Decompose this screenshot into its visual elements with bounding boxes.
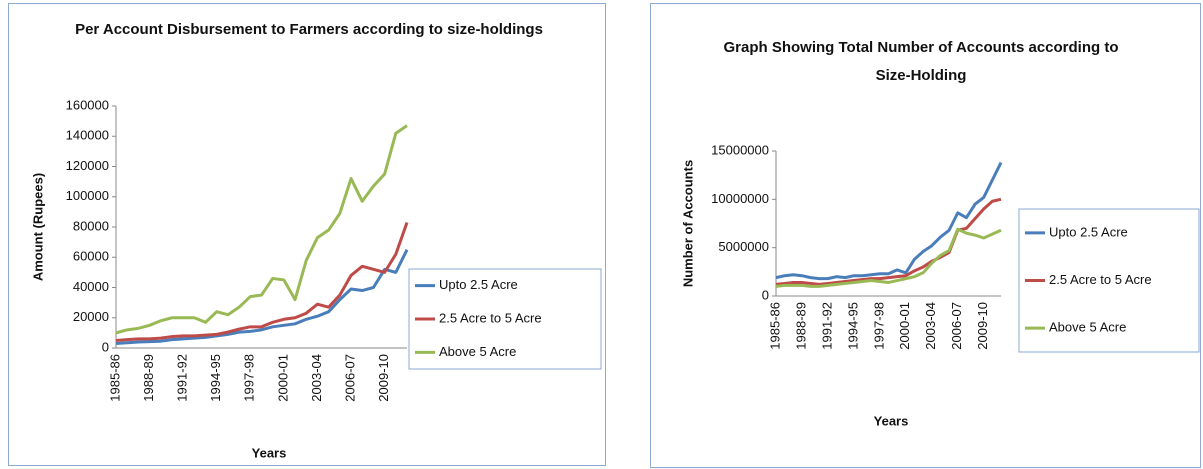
- x-tick-label: 1991-92: [819, 302, 834, 350]
- series-line: [115, 221, 409, 342]
- x-tick-label: 1997-98: [242, 354, 257, 402]
- chart-panel: Per Account Disbursement to Farmers acco…: [8, 3, 606, 466]
- x-tick-label: 2009-10: [975, 302, 990, 350]
- y-axis-label: Number of Accounts: [680, 160, 695, 287]
- x-tick-label: 1994-95: [208, 354, 223, 402]
- y-tick-label: 5000000: [718, 239, 769, 254]
- y-tick-label: 40000: [73, 279, 109, 294]
- legend-label: Upto 2.5 Acre: [1049, 224, 1128, 239]
- legend-label: Above 5 Acre: [439, 344, 516, 359]
- chart-title: Per Account Disbursement to Farmers acco…: [75, 21, 543, 38]
- x-tick-label: 1994-95: [845, 302, 860, 350]
- x-tick-label: 1991-92: [175, 354, 190, 402]
- y-tick-label: 80000: [73, 218, 109, 233]
- x-axis-label: Years: [874, 413, 909, 428]
- series-line: [775, 161, 1003, 281]
- x-tick-label: 1985-86: [767, 302, 782, 350]
- chart-panel: Graph Showing Total Number of Accounts a…: [650, 3, 1201, 468]
- series-line: [775, 227, 1002, 288]
- y-tick-label: 140000: [66, 128, 109, 143]
- chart-title: Graph Showing Total Number of Accounts a…: [723, 39, 1119, 84]
- series-line: [775, 197, 1002, 286]
- y-tick-label: 0: [102, 339, 109, 354]
- x-tick-label: 2003-04: [923, 302, 938, 350]
- y-tick-label: 20000: [73, 309, 109, 324]
- chart: 0 20000 40000 60000 80000 100000 120000 140000 1…: [30, 97, 602, 460]
- x-tick-label: 2000-01: [897, 302, 912, 350]
- legend-box: [1018, 208, 1200, 353]
- y-tick-label: 160000: [66, 97, 109, 112]
- y-tick-label: 0: [762, 287, 769, 302]
- legend-label: 2.5 Acre to 5 Acre: [439, 310, 542, 325]
- x-tick-label: 2000-01: [275, 354, 290, 402]
- legend-box: [408, 268, 602, 370]
- x-tick-label: 1985-86: [107, 354, 122, 402]
- legend-label: 2.5 Acre to 5 Acre: [1049, 272, 1152, 287]
- y-tick-label: 120000: [66, 158, 109, 173]
- y-tick-label: 60000: [73, 249, 109, 264]
- x-tick-label: 1988-89: [793, 302, 808, 350]
- series-line: [115, 124, 408, 335]
- legend-label: Above 5 Acre: [1049, 320, 1126, 335]
- x-tick-label: 2003-04: [309, 354, 324, 402]
- x-tick-label: 1997-98: [871, 302, 886, 350]
- y-axis-label: Amount (Rupees): [30, 173, 45, 281]
- y-tick-label: 100000: [66, 188, 109, 203]
- x-axis-label: Years: [252, 445, 287, 460]
- y-tick-label: 10000000: [711, 191, 769, 206]
- series-line: [115, 249, 409, 345]
- x-tick-label: 2006-07: [342, 354, 357, 402]
- legend-label: Upto 2.5 Acre: [439, 277, 518, 292]
- x-tick-label: 1988-89: [141, 354, 156, 402]
- y-tick-label: 15000000: [711, 142, 769, 157]
- chart: 0 5000000 10000000 15000000 1985-86 1988-89 19…: [680, 142, 1200, 428]
- x-tick-label: 2009-10: [376, 354, 391, 402]
- x-tick-label: 2006-07: [949, 302, 964, 350]
